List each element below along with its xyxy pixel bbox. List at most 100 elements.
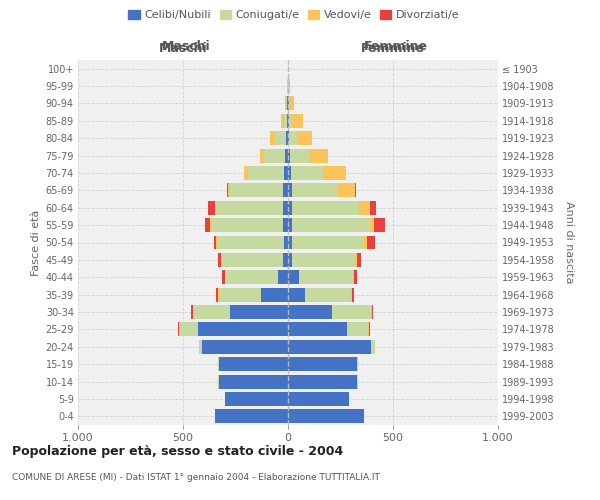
- Bar: [370, 201, 376, 214]
- Text: Maschi: Maschi: [161, 40, 211, 52]
- Bar: [292, 218, 370, 232]
- Bar: [355, 253, 357, 267]
- Bar: [354, 270, 357, 284]
- Bar: [288, 218, 292, 232]
- Bar: [284, 114, 287, 128]
- Bar: [217, 236, 284, 250]
- Bar: [277, 270, 288, 284]
- Bar: [215, 201, 283, 214]
- Bar: [214, 236, 216, 250]
- Bar: [288, 374, 358, 388]
- Bar: [264, 148, 285, 162]
- Bar: [260, 288, 288, 302]
- Bar: [218, 357, 288, 371]
- Bar: [287, 96, 288, 110]
- Bar: [292, 184, 338, 198]
- Bar: [298, 132, 312, 145]
- Text: COMUNE DI ARESE (MI) - Dati ISTAT 1° gennaio 2004 - Elaborazione TUTTITALIA.IT: COMUNE DI ARESE (MI) - Dati ISTAT 1° gen…: [12, 473, 380, 482]
- Bar: [309, 148, 328, 162]
- Bar: [223, 270, 224, 284]
- Bar: [205, 218, 211, 232]
- Bar: [218, 253, 221, 267]
- Bar: [368, 322, 369, 336]
- Bar: [292, 236, 364, 250]
- Bar: [283, 218, 288, 232]
- Bar: [285, 148, 288, 162]
- Bar: [198, 322, 288, 336]
- Bar: [288, 340, 371, 353]
- Bar: [225, 270, 277, 284]
- Bar: [208, 201, 215, 214]
- Bar: [288, 132, 289, 145]
- Text: Maschi: Maschi: [158, 42, 208, 55]
- Bar: [292, 253, 355, 267]
- Bar: [323, 166, 346, 180]
- Bar: [288, 96, 289, 110]
- Bar: [338, 184, 355, 198]
- Bar: [288, 166, 291, 180]
- Bar: [288, 236, 292, 250]
- Bar: [210, 218, 211, 232]
- Bar: [288, 357, 358, 371]
- Bar: [202, 340, 288, 353]
- Bar: [288, 270, 299, 284]
- Bar: [369, 322, 370, 336]
- Bar: [228, 184, 230, 198]
- Bar: [289, 96, 290, 110]
- Bar: [191, 305, 193, 319]
- Bar: [218, 374, 288, 388]
- Bar: [288, 305, 332, 319]
- Bar: [355, 184, 356, 198]
- Bar: [285, 96, 286, 110]
- Bar: [288, 201, 292, 214]
- Bar: [283, 201, 288, 214]
- Bar: [289, 79, 290, 93]
- Bar: [292, 114, 303, 128]
- Legend: Celibi/Nubili, Coniugati/e, Vedovi/e, Divorziati/e: Celibi/Nubili, Coniugati/e, Vedovi/e, Di…: [124, 6, 464, 25]
- Bar: [284, 236, 288, 250]
- Bar: [351, 288, 352, 302]
- Bar: [288, 253, 292, 267]
- Text: Femmine: Femmine: [364, 40, 428, 52]
- Bar: [353, 270, 354, 284]
- Bar: [270, 132, 275, 145]
- Bar: [290, 148, 309, 162]
- Bar: [230, 184, 283, 198]
- Y-axis label: Fasce di età: Fasce di età: [31, 210, 41, 276]
- Bar: [371, 340, 375, 353]
- Bar: [372, 305, 373, 319]
- Bar: [284, 166, 288, 180]
- Bar: [289, 132, 298, 145]
- Bar: [286, 132, 288, 145]
- Bar: [367, 236, 375, 250]
- Bar: [332, 305, 371, 319]
- Bar: [291, 166, 323, 180]
- Bar: [283, 184, 288, 198]
- Bar: [230, 305, 288, 319]
- Bar: [288, 148, 290, 162]
- Bar: [288, 184, 292, 198]
- Bar: [275, 132, 286, 145]
- Bar: [305, 288, 351, 302]
- Bar: [225, 392, 288, 406]
- Bar: [374, 218, 385, 232]
- Bar: [248, 166, 284, 180]
- Bar: [222, 253, 283, 267]
- Bar: [288, 288, 305, 302]
- Bar: [199, 340, 202, 353]
- Bar: [347, 322, 368, 336]
- Bar: [193, 305, 230, 319]
- Text: Femmine: Femmine: [361, 42, 425, 55]
- Y-axis label: Anni di nascita: Anni di nascita: [565, 201, 574, 284]
- Bar: [288, 322, 347, 336]
- Bar: [180, 322, 198, 336]
- Bar: [211, 218, 283, 232]
- Bar: [218, 288, 260, 302]
- Bar: [260, 148, 264, 162]
- Bar: [359, 201, 370, 214]
- Bar: [281, 114, 284, 128]
- Bar: [370, 218, 374, 232]
- Bar: [292, 201, 359, 214]
- Bar: [364, 236, 367, 250]
- Bar: [357, 253, 361, 267]
